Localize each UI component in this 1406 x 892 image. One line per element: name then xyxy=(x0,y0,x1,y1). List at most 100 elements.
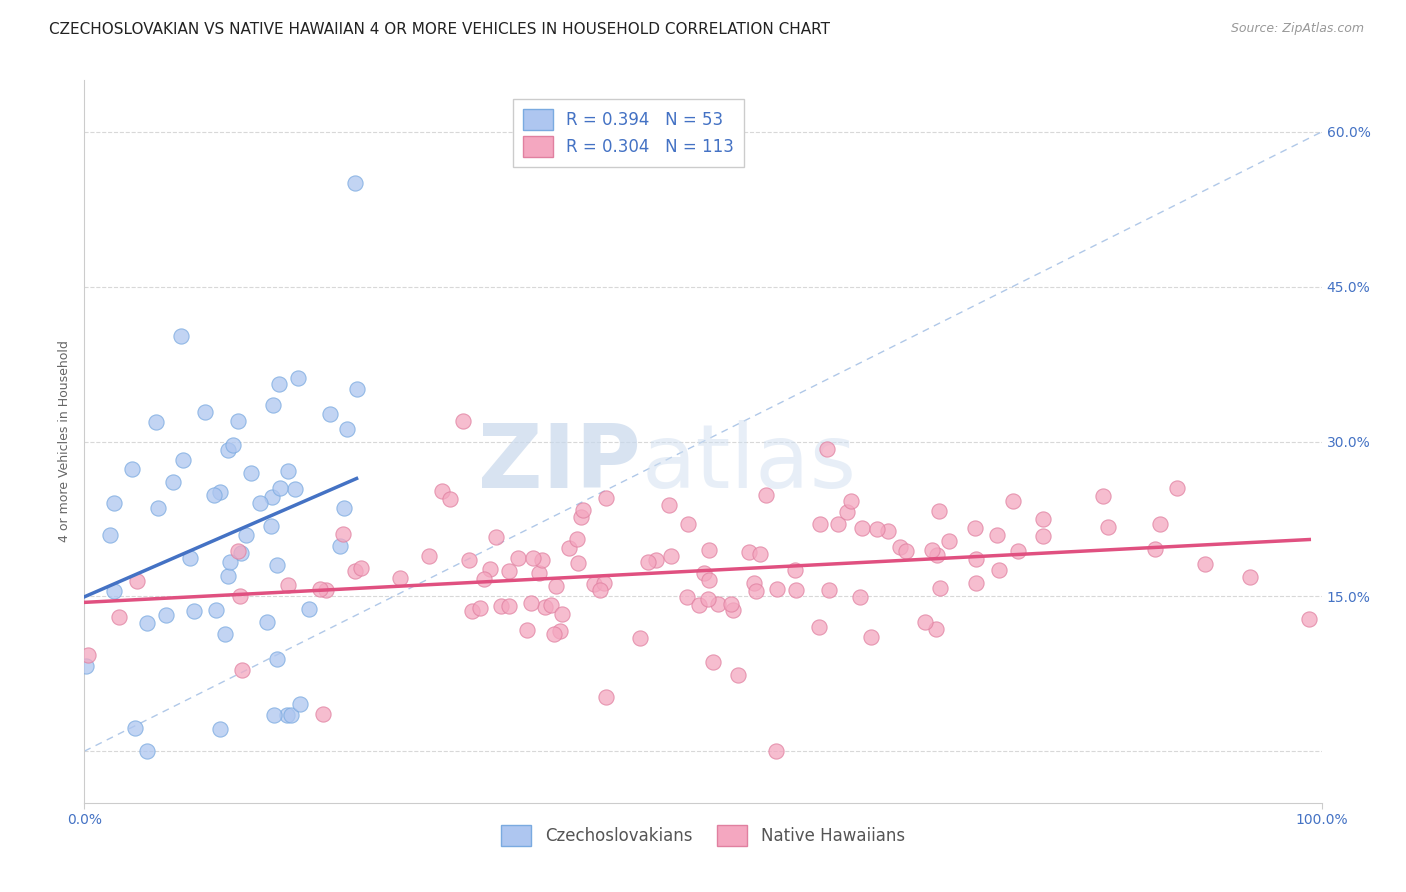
Point xyxy=(277,464,299,478)
Point xyxy=(235,527,257,541)
Point xyxy=(229,546,252,560)
Text: Source: ZipAtlas.com: Source: ZipAtlas.com xyxy=(1230,22,1364,36)
Point xyxy=(696,591,718,606)
Point xyxy=(808,516,831,531)
Point xyxy=(720,597,742,611)
Point xyxy=(697,542,720,557)
Y-axis label: 4 or more Vehicles in Household: 4 or more Vehicles in Household xyxy=(58,341,72,542)
Point xyxy=(319,407,342,421)
Point xyxy=(346,383,368,397)
Point xyxy=(924,622,946,636)
Point xyxy=(205,603,228,617)
Point xyxy=(103,496,125,510)
Point xyxy=(121,462,143,476)
Point xyxy=(637,555,659,569)
Point xyxy=(644,552,666,566)
Point xyxy=(785,582,807,597)
Point xyxy=(217,442,239,457)
Point xyxy=(183,604,205,618)
Point xyxy=(260,519,283,533)
Point xyxy=(519,595,541,609)
Point xyxy=(240,467,263,481)
Point xyxy=(530,553,553,567)
Point xyxy=(676,590,699,604)
Point xyxy=(336,422,359,436)
Point xyxy=(1002,493,1025,508)
Point xyxy=(222,438,245,452)
Point xyxy=(332,500,354,515)
Point xyxy=(284,483,307,497)
Point xyxy=(249,496,271,510)
Point xyxy=(583,576,606,591)
Point xyxy=(269,482,291,496)
Point xyxy=(460,604,482,618)
Point xyxy=(298,602,321,616)
Point xyxy=(1092,489,1115,503)
Point xyxy=(589,582,612,597)
Point xyxy=(124,721,146,735)
Point xyxy=(889,540,911,554)
Point xyxy=(702,655,724,669)
Point xyxy=(808,619,831,633)
Point xyxy=(595,690,617,705)
Point xyxy=(162,475,184,489)
Point xyxy=(226,543,249,558)
Point xyxy=(125,574,148,588)
Point xyxy=(928,504,950,518)
Point xyxy=(1149,517,1171,532)
Point xyxy=(470,600,492,615)
Point xyxy=(498,564,520,578)
Point xyxy=(516,624,538,638)
Point xyxy=(1194,558,1216,572)
Point xyxy=(707,597,730,611)
Point xyxy=(849,590,872,604)
Point xyxy=(965,551,987,566)
Point xyxy=(965,575,987,590)
Text: ZIP: ZIP xyxy=(478,420,641,507)
Point xyxy=(350,560,373,574)
Point xyxy=(219,555,242,569)
Point xyxy=(693,566,716,580)
Point xyxy=(146,501,169,516)
Point xyxy=(344,565,367,579)
Point xyxy=(817,582,839,597)
Point xyxy=(894,544,917,558)
Point xyxy=(479,562,502,576)
Point xyxy=(344,177,367,191)
Point xyxy=(658,499,681,513)
Point xyxy=(214,626,236,640)
Point xyxy=(474,572,496,586)
Point xyxy=(457,553,479,567)
Point xyxy=(567,556,589,570)
Point xyxy=(592,575,614,590)
Point xyxy=(179,551,201,566)
Point xyxy=(485,530,508,544)
Point xyxy=(540,598,562,612)
Point xyxy=(228,414,250,428)
Point xyxy=(208,723,231,737)
Point xyxy=(418,549,440,563)
Point xyxy=(103,584,125,599)
Point xyxy=(572,503,595,517)
Point xyxy=(217,569,239,583)
Point xyxy=(697,573,720,587)
Point xyxy=(721,603,744,617)
Point xyxy=(963,521,986,535)
Point xyxy=(866,522,889,536)
Point xyxy=(785,563,807,577)
Point xyxy=(551,607,574,622)
Point xyxy=(266,651,288,665)
Point xyxy=(766,582,789,596)
Text: CZECHOSLOVAKIAN VS NATIVE HAWAIIAN 4 OR MORE VEHICLES IN HOUSEHOLD CORRELATION C: CZECHOSLOVAKIAN VS NATIVE HAWAIIAN 4 OR … xyxy=(49,22,830,37)
Point xyxy=(876,524,898,538)
Point xyxy=(929,581,952,595)
Point xyxy=(145,415,167,429)
Point xyxy=(569,509,592,524)
Point xyxy=(136,744,159,758)
Point xyxy=(938,534,960,549)
Point xyxy=(439,491,461,506)
Point xyxy=(269,377,291,392)
Point xyxy=(451,414,474,428)
Point xyxy=(172,453,194,467)
Point xyxy=(1143,542,1166,557)
